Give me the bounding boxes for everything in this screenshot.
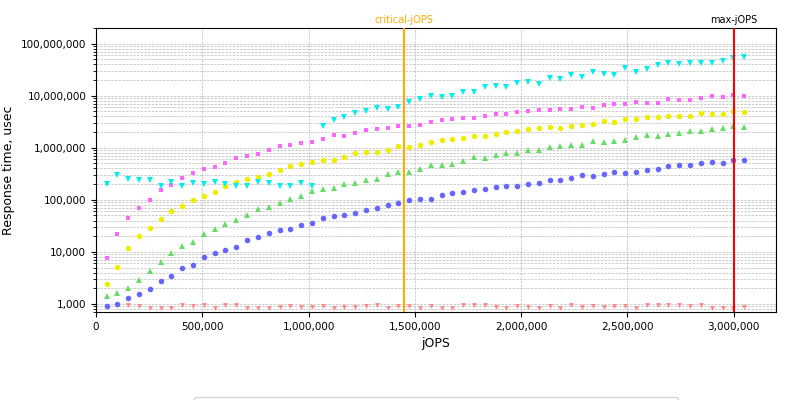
95-th percentile — [102, 282, 111, 287]
90-th percentile — [286, 196, 295, 201]
min — [210, 306, 219, 311]
90-th percentile — [739, 125, 749, 130]
99-th percentile — [729, 93, 738, 98]
99-th percentile — [318, 136, 327, 141]
min — [739, 305, 749, 310]
95-th percentile — [739, 109, 749, 114]
95-th percentile — [264, 171, 274, 176]
max — [286, 184, 295, 188]
90-th percentile — [318, 186, 327, 191]
Line: max: max — [103, 54, 747, 190]
99-th percentile — [210, 164, 219, 169]
Line: 90-th percentile: 90-th percentile — [104, 123, 747, 299]
median — [210, 251, 219, 256]
median — [286, 227, 295, 232]
median — [264, 231, 274, 236]
min — [523, 304, 533, 309]
max — [329, 117, 338, 122]
99-th percentile — [286, 142, 295, 147]
90-th percentile — [729, 123, 738, 128]
90-th percentile — [502, 151, 511, 156]
90-th percentile — [307, 189, 317, 194]
min — [339, 305, 349, 310]
max — [513, 81, 522, 86]
min — [221, 302, 230, 307]
min — [102, 304, 111, 309]
Line: min: min — [104, 302, 746, 311]
99-th percentile — [307, 140, 317, 145]
Text: critical-jOPS: critical-jOPS — [374, 15, 434, 25]
median — [102, 304, 111, 308]
99-th percentile — [264, 148, 274, 152]
max — [739, 54, 749, 59]
median — [729, 158, 738, 162]
max — [102, 182, 111, 186]
95-th percentile — [307, 160, 317, 164]
min — [307, 305, 317, 310]
90-th percentile — [210, 226, 219, 231]
max — [264, 180, 274, 185]
95-th percentile — [729, 108, 738, 113]
95-th percentile — [210, 190, 219, 195]
Text: max-jOPS: max-jOPS — [710, 15, 757, 25]
Line: 99-th percentile: 99-th percentile — [104, 93, 746, 260]
min — [329, 306, 338, 310]
Line: median: median — [104, 157, 747, 309]
Line: 95-th percentile: 95-th percentile — [104, 108, 747, 287]
90-th percentile — [264, 204, 274, 209]
min — [231, 303, 241, 308]
max — [318, 124, 327, 128]
Y-axis label: Response time, usec: Response time, usec — [2, 105, 15, 235]
99-th percentile — [739, 94, 749, 99]
max — [210, 179, 219, 184]
95-th percentile — [318, 158, 327, 162]
99-th percentile — [502, 111, 511, 116]
95-th percentile — [286, 164, 295, 169]
median — [739, 158, 749, 162]
95-th percentile — [502, 129, 511, 134]
median — [307, 221, 317, 226]
X-axis label: jOPS: jOPS — [422, 337, 450, 350]
median — [318, 216, 327, 220]
max — [307, 184, 317, 188]
min — [286, 304, 295, 309]
Legend: min, median, 90-th percentile, 95-th percentile, 99-th percentile, max: min, median, 90-th percentile, 95-th per… — [194, 397, 678, 400]
90-th percentile — [102, 294, 111, 299]
99-th percentile — [102, 256, 111, 260]
median — [502, 184, 511, 189]
